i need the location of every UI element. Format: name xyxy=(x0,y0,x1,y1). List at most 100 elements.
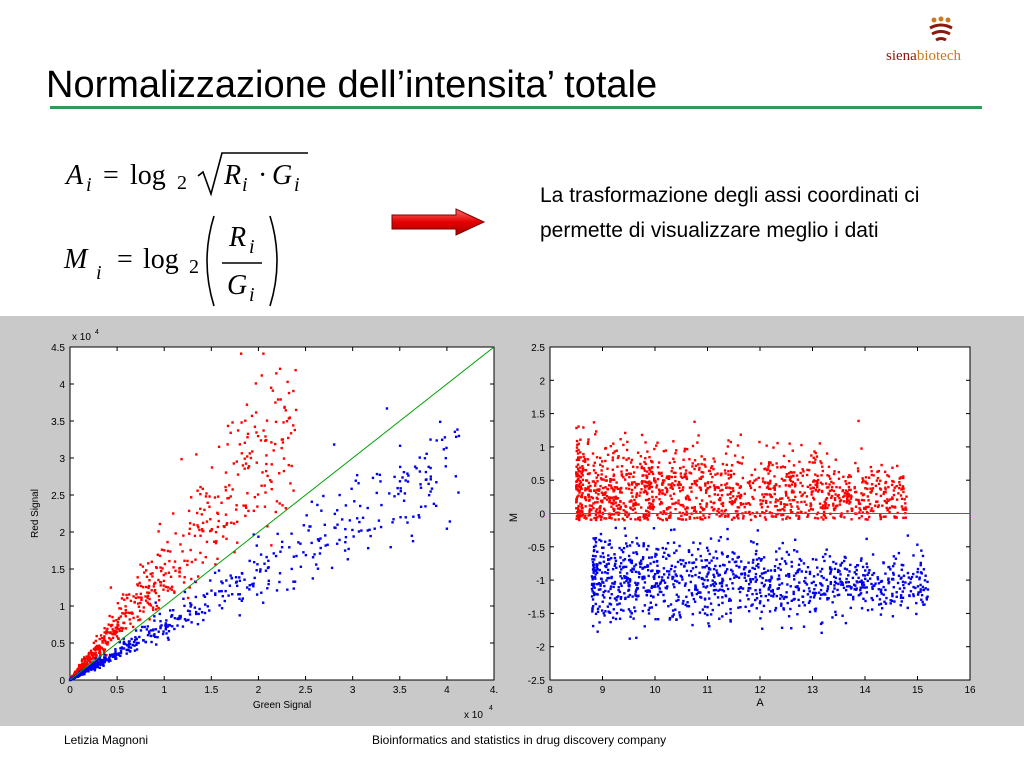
data-point-red xyxy=(870,483,874,486)
data-point-blue xyxy=(667,604,670,608)
data-point-blue xyxy=(313,553,316,556)
data-point-blue xyxy=(668,570,671,573)
data-point-red xyxy=(856,470,860,473)
data-point-blue xyxy=(747,574,750,577)
data-point-red xyxy=(593,516,596,520)
data-point-red xyxy=(282,421,285,424)
data-point-blue xyxy=(726,537,729,541)
data-point-blue xyxy=(683,564,686,568)
data-point-red xyxy=(840,515,843,518)
data-point-red xyxy=(630,483,634,486)
data-point-blue xyxy=(820,574,823,578)
data-point-blue xyxy=(902,574,906,577)
data-point-red xyxy=(186,563,189,567)
data-point-blue xyxy=(592,568,595,571)
data-point-red xyxy=(724,514,727,517)
data-point-red xyxy=(246,492,249,495)
data-point-blue xyxy=(710,559,713,562)
data-point-blue xyxy=(108,653,112,657)
data-point-red xyxy=(599,456,602,460)
data-point-red xyxy=(710,481,713,484)
data-point-red xyxy=(829,477,832,480)
data-point-red xyxy=(809,507,813,511)
data-point-red xyxy=(813,461,816,464)
data-point-red xyxy=(576,472,579,475)
data-point-red xyxy=(713,501,716,504)
data-point-red xyxy=(612,474,615,478)
data-point-blue xyxy=(712,573,715,577)
data-point-red xyxy=(615,486,619,489)
data-point-blue xyxy=(778,562,782,566)
data-point-red xyxy=(147,586,150,590)
data-point-red xyxy=(739,485,742,488)
data-point-blue xyxy=(603,614,606,617)
data-point-red xyxy=(709,472,712,476)
data-point-blue xyxy=(912,572,915,576)
data-point-red xyxy=(150,560,153,563)
data-point-red xyxy=(685,497,688,501)
data-point-red xyxy=(575,517,578,521)
data-point-blue xyxy=(619,608,623,611)
data-point-red xyxy=(764,518,768,521)
data-point-red xyxy=(785,475,788,478)
data-point-red xyxy=(856,467,860,470)
data-point-blue xyxy=(737,566,741,569)
formula-a-base: 2 xyxy=(177,172,187,194)
data-point-blue xyxy=(755,592,758,596)
data-point-red xyxy=(201,561,204,564)
data-point-blue xyxy=(740,560,743,563)
data-point-blue xyxy=(263,562,266,565)
data-point-red xyxy=(244,514,247,517)
data-point-red xyxy=(825,486,829,489)
data-point-blue xyxy=(96,661,100,664)
data-point-blue xyxy=(628,593,632,597)
data-point-blue xyxy=(85,666,88,670)
data-point-red xyxy=(289,432,293,435)
data-point-red xyxy=(625,473,628,477)
data-point-blue xyxy=(137,641,140,645)
data-point-blue xyxy=(865,537,868,541)
data-point-red xyxy=(638,518,642,522)
data-point-red xyxy=(848,473,851,477)
data-point-red xyxy=(751,481,755,485)
data-point-blue xyxy=(89,665,92,668)
data-point-red xyxy=(178,571,181,574)
y-tick-label: 2.5 xyxy=(531,343,545,354)
data-point-red xyxy=(718,515,721,518)
data-point-red xyxy=(647,472,651,475)
data-point-red xyxy=(581,467,584,470)
data-point-red xyxy=(143,571,146,574)
data-point-blue xyxy=(675,618,678,621)
data-point-blue xyxy=(234,581,238,584)
data-point-red xyxy=(166,586,170,589)
data-point-blue xyxy=(696,588,699,592)
data-point-blue xyxy=(671,577,674,581)
data-point-blue xyxy=(186,609,190,612)
data-point-blue xyxy=(690,553,694,557)
data-point-red xyxy=(163,549,166,552)
data-point-red xyxy=(577,469,581,473)
data-point-blue xyxy=(343,549,347,552)
data-point-blue xyxy=(792,590,795,594)
data-point-red xyxy=(271,389,275,392)
data-point-red xyxy=(287,391,291,395)
data-point-red xyxy=(625,469,628,472)
data-point-red xyxy=(642,513,645,517)
data-point-blue xyxy=(793,538,797,541)
data-point-blue xyxy=(762,604,766,608)
data-point-red xyxy=(639,462,642,466)
data-point-blue xyxy=(796,570,799,573)
data-point-red xyxy=(650,485,654,489)
data-point-red xyxy=(724,472,727,475)
data-point-red xyxy=(101,641,104,644)
data-point-red xyxy=(127,611,130,614)
data-point-red xyxy=(693,508,696,511)
data-point-blue xyxy=(694,585,697,589)
data-point-red xyxy=(137,596,140,599)
data-point-red xyxy=(210,466,214,469)
data-point-blue xyxy=(427,493,431,497)
data-point-red xyxy=(796,511,800,515)
data-point-red xyxy=(837,477,841,480)
data-point-blue xyxy=(778,547,781,550)
data-point-blue xyxy=(847,574,850,577)
